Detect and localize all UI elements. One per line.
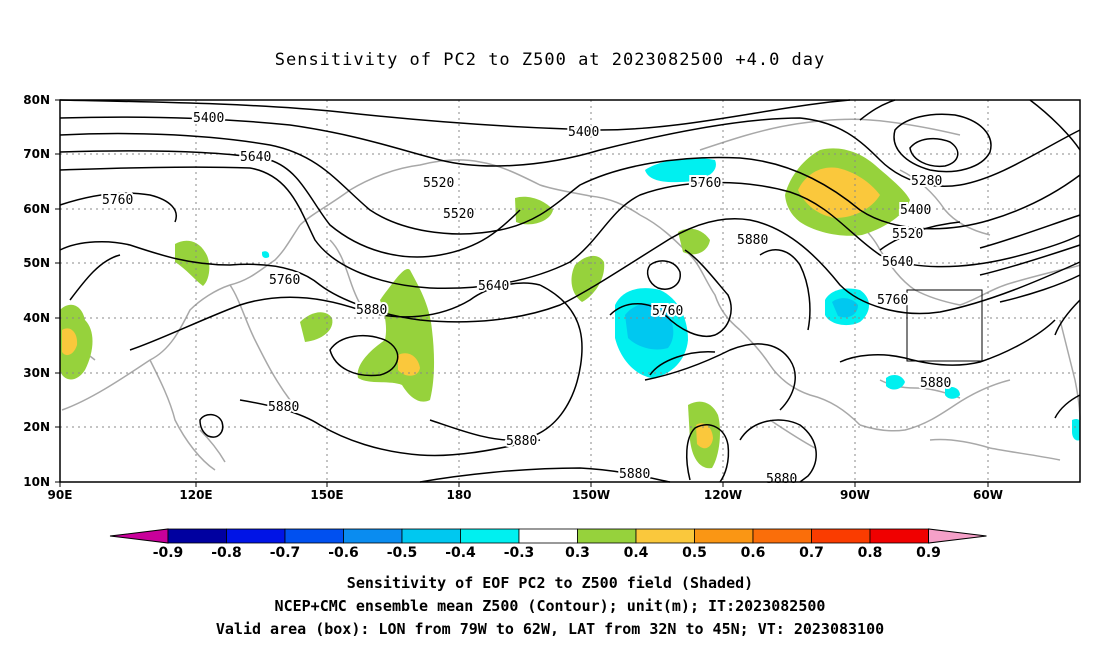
contour-label: 5640	[240, 150, 271, 165]
colorbar-label: -0.9	[153, 545, 184, 561]
z500-contours	[59, 99, 1081, 483]
colorbar-segment	[226, 528, 286, 544]
lon-label: 150E	[310, 488, 343, 502]
lat-axis	[55, 99, 60, 483]
colorbar	[109, 528, 987, 544]
shade-negative-strong	[832, 298, 858, 318]
lon-label: 120E	[179, 488, 212, 502]
contour-label: 5520	[892, 227, 923, 242]
lon-axis	[59, 482, 989, 487]
lat-label: 50N	[23, 256, 50, 270]
colorbar-labels: -0.9 -0.8 -0.7 -0.6 -0.5 -0.4 -0.3 0.3 0.4 0.5 0.6…	[153, 545, 941, 561]
lon-label: 180	[446, 488, 471, 502]
lat-label: 40N	[23, 311, 50, 325]
contour-label: 5760	[877, 293, 908, 308]
lon-label: 60W	[973, 488, 1003, 502]
footer-line-contour: NCEP+CMC ensemble mean Z500 (Contour); u…	[274, 597, 826, 615]
colorbar-label: 0.8	[858, 545, 883, 561]
colorbar-segment	[577, 528, 637, 544]
lat-label: 80N	[23, 93, 50, 107]
contour-label: 5520	[423, 176, 454, 191]
lat-label: 20N	[23, 420, 50, 434]
lon-label: 90W	[840, 488, 870, 502]
lon-label: 120W	[704, 488, 742, 502]
colorbar-segment	[635, 528, 695, 544]
contour-label-group: 5400 5400 5640 5520 5520 5760 5760 5880 …	[100, 109, 953, 489]
contour-label: 5280	[911, 174, 942, 189]
colorbar-segment	[167, 528, 227, 544]
shade-negative	[886, 374, 905, 390]
colorbar-segment	[869, 528, 929, 544]
colorbar-label: 0.7	[799, 545, 824, 561]
shade-positive	[571, 255, 605, 302]
contour-label: 5880	[619, 467, 650, 482]
contour-label: 5640	[478, 279, 509, 294]
coastlines	[61, 118, 1081, 471]
colorbar-segment	[694, 528, 754, 544]
contour-label: 5640	[882, 255, 913, 270]
contour-label: 5880	[737, 233, 768, 248]
colorbar-label: -0.8	[211, 545, 242, 561]
colorbar-segment	[460, 528, 520, 544]
colorbar-label: -0.6	[328, 545, 359, 561]
contour-label: 5880	[356, 303, 387, 318]
shade-positive	[678, 228, 710, 255]
colorbar-label: -0.4	[445, 545, 476, 561]
map-frame	[59, 99, 1081, 483]
colorbar-segment	[401, 528, 461, 544]
contour-label: 5520	[443, 207, 474, 222]
contour-label: 5760	[652, 304, 683, 319]
lon-label: 150W	[572, 488, 610, 502]
colorbar-label: -0.7	[270, 545, 301, 561]
shade-negative	[262, 251, 270, 258]
colorbar-segment	[811, 528, 871, 544]
contour-label: 5400	[900, 203, 931, 218]
shade-positive	[515, 196, 553, 225]
shade-positive-strong	[398, 353, 420, 376]
contour-label: 5880	[268, 400, 299, 415]
colorbar-label: 0.6	[741, 545, 766, 561]
contour-label: 5400	[193, 111, 224, 126]
lat-label: 70N	[23, 147, 50, 161]
lon-label: 90E	[48, 488, 73, 502]
contour-label: 5760	[269, 273, 300, 288]
colorbar-label: -0.3	[504, 545, 535, 561]
colorbar-segment	[518, 528, 578, 544]
colorbar-label: 0.4	[624, 545, 649, 561]
shade-positive	[300, 312, 333, 342]
colorbar-label: 0.9	[916, 545, 941, 561]
colorbar-segment	[284, 528, 344, 544]
lat-labels: 80N 70N 60N 50N 40N 30N 20N 10N	[23, 93, 50, 489]
lon-labels: 90E 120E 150E 180 150W 120W 90W 60W	[48, 488, 1003, 502]
colorbar-under-triangle	[109, 528, 169, 544]
shade-negative-strong	[625, 303, 674, 350]
colorbar-label: 0.3	[565, 545, 590, 561]
lat-label: 30N	[23, 366, 50, 380]
colorbar-label: 0.5	[682, 545, 707, 561]
lat-label: 60N	[23, 202, 50, 216]
shade-negative	[1072, 418, 1080, 441]
shade-positive-strong	[62, 328, 78, 356]
shade-negative	[945, 386, 960, 399]
contour-label: 5880	[506, 434, 537, 449]
contour-label: 5760	[102, 193, 133, 208]
colorbar-over-triangle	[928, 528, 987, 544]
valid-area-box	[906, 289, 983, 362]
contour-label: 5760	[690, 176, 721, 191]
footer-line-valid-area: Valid area (box): LON from 79W to 62W, L…	[215, 620, 885, 638]
colorbar-label: -0.5	[387, 545, 418, 561]
shade-positive-strong	[696, 423, 713, 449]
colorbar-segment	[752, 528, 812, 544]
shade-negative	[645, 158, 716, 183]
contour-label: 5400	[568, 125, 599, 140]
contour-label: 5880	[920, 376, 951, 391]
footer-line-shaded: Sensitivity of EOF PC2 to Z500 field (Sh…	[346, 574, 754, 592]
contour-label: 5880	[766, 472, 797, 487]
colorbar-segment	[343, 528, 403, 544]
lat-label: 10N	[23, 475, 50, 489]
map-title: Sensitivity of PC2 to Z500 at 2023082500…	[274, 50, 826, 70]
